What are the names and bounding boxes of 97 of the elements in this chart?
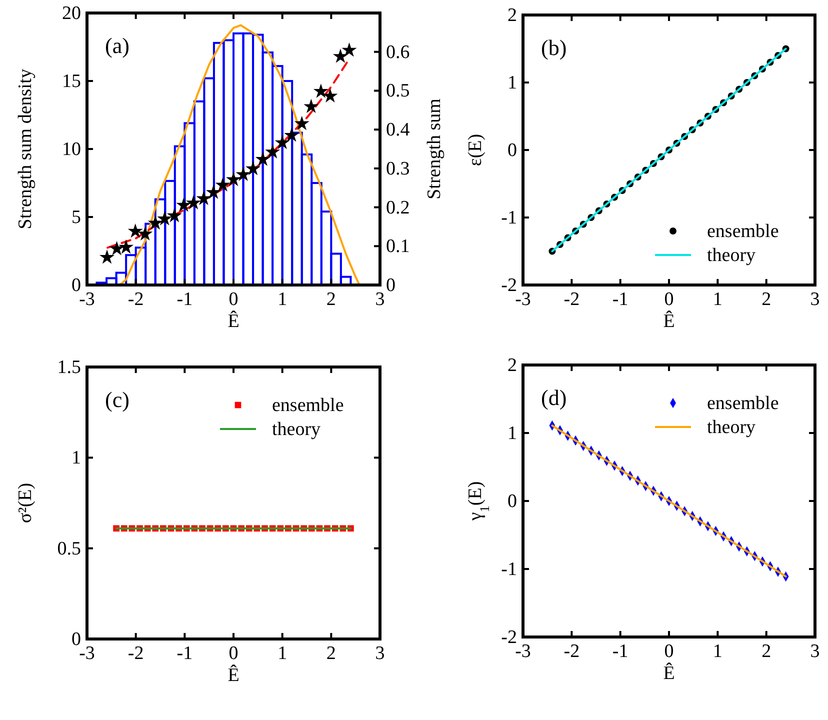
- y-tick-label: 0.5: [57, 538, 81, 560]
- x-tick-label: 3: [375, 289, 385, 310]
- point: [157, 211, 172, 226]
- y2-tick-label: 0.1: [386, 236, 410, 258]
- point: [322, 88, 338, 103]
- y2-tick-label: 0.2: [386, 197, 410, 218]
- y-tick-label: -1: [501, 559, 517, 580]
- y-axis-title: σ²(E): [15, 482, 36, 524]
- point: [215, 177, 230, 192]
- x-tick-label: -1: [176, 289, 193, 310]
- y-tick-label: 0: [508, 140, 517, 161]
- x-tick-label: 0: [664, 641, 674, 662]
- point: [109, 240, 124, 256]
- annotation: (b): [541, 35, 567, 60]
- x-tick-label: -3: [79, 643, 95, 664]
- point: [284, 128, 300, 142]
- y-tick-label: 0: [72, 275, 81, 296]
- legend-label: theory: [707, 417, 756, 438]
- y-tick-label: 5: [72, 207, 81, 228]
- y-tick-label: 10: [62, 139, 81, 160]
- point: [176, 197, 192, 212]
- x-tick-label: 0: [228, 289, 238, 310]
- point: [128, 223, 143, 238]
- x-tick-label: 3: [810, 641, 820, 662]
- point: [246, 160, 261, 176]
- point: [236, 166, 251, 182]
- x-tick-label: -3: [79, 289, 95, 310]
- x-tick-label: -2: [128, 643, 144, 664]
- y-tick-label: 15: [62, 71, 81, 92]
- y2-tick-label: 0.3: [386, 158, 410, 180]
- y-tick-label: 1: [508, 423, 517, 444]
- y-tick-label: -2: [501, 627, 517, 648]
- y-tick-label: 1.5: [57, 357, 81, 378]
- point: [138, 226, 153, 240]
- x-tick-label: 1: [278, 643, 288, 664]
- y2-tick-label: 0.4: [386, 120, 410, 141]
- point: [274, 134, 290, 150]
- y-tick-label: 0: [508, 491, 517, 512]
- y-tick-label: 2: [508, 5, 517, 26]
- y2-tick-label: 0.5: [386, 80, 410, 102]
- x-tick-label: -2: [128, 289, 144, 310]
- x-tick-label: -1: [612, 289, 628, 310]
- x-axis-title: Ê: [663, 662, 675, 684]
- legend-label: theory: [272, 419, 322, 440]
- point: [206, 184, 221, 199]
- y-tick-label: 1: [72, 448, 81, 469]
- point: [313, 84, 328, 98]
- x-tick-label: 2: [326, 643, 336, 664]
- legend-label: ensemble: [707, 221, 779, 242]
- point: [304, 98, 319, 114]
- legend-label: ensemble: [272, 395, 344, 416]
- point: [342, 42, 357, 57]
- point: [118, 239, 134, 254]
- x-tick-label: -2: [564, 289, 580, 310]
- x-tick-label: 3: [810, 289, 820, 310]
- y-tick-label: -1: [501, 208, 517, 228]
- point: [166, 208, 182, 222]
- x-tick-label: 3: [375, 643, 385, 664]
- y-tick-label: 2: [508, 355, 517, 376]
- point: [196, 190, 212, 206]
- y-axis-title: ε(E): [465, 134, 486, 166]
- point: [186, 195, 201, 210]
- x-tick-label: -3: [515, 641, 531, 662]
- point: [226, 172, 242, 186]
- x-tick-label: 1: [712, 289, 722, 310]
- y2-axis-title: Strength sum: [424, 98, 445, 200]
- annotation: (a): [105, 33, 130, 58]
- x-tick-label: 2: [762, 289, 772, 310]
- annotation: (d): [541, 385, 567, 410]
- x-tick-label: 2: [326, 289, 336, 310]
- y-tick-label: -2: [501, 275, 517, 296]
- point: [265, 144, 280, 158]
- legend-label: theory: [707, 245, 756, 266]
- point: [294, 116, 310, 130]
- x-tick-label: -1: [612, 641, 628, 662]
- x-tick-label: 1: [712, 641, 722, 662]
- legend-label: ensemble: [707, 393, 779, 414]
- point: [332, 48, 348, 63]
- y-tick-label: 1: [508, 72, 517, 94]
- x-tick-label: 1: [278, 289, 288, 310]
- y2-tick-label: 0.6: [386, 42, 410, 63]
- x-axis-title: Ê: [228, 310, 240, 332]
- x-tick-label: -2: [564, 641, 580, 662]
- y-axis-title: Strength sum density: [15, 68, 36, 230]
- point: [255, 152, 270, 166]
- x-tick-label: -3: [515, 289, 531, 310]
- y-tick-label: 20: [62, 3, 81, 24]
- x-axis-title: Ê: [663, 310, 675, 332]
- y2-tick-label: 0: [386, 275, 396, 296]
- x-tick-label: -1: [176, 643, 193, 664]
- point: [148, 215, 163, 230]
- annotation: (c): [105, 387, 130, 412]
- x-tick-label: 0: [664, 289, 674, 310]
- x-axis-title: Ê: [228, 664, 240, 686]
- point: [100, 250, 115, 264]
- x-tick-label: 2: [762, 641, 772, 662]
- x-tick-label: 0: [228, 643, 238, 664]
